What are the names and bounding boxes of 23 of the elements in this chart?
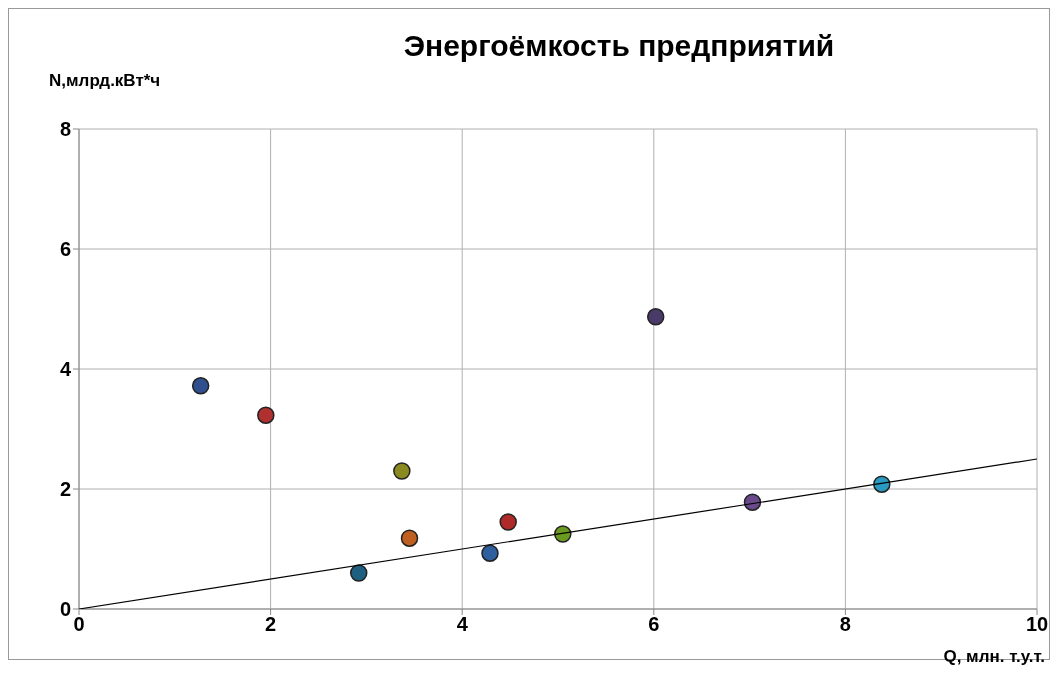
y-tick-label: 2 xyxy=(59,478,71,501)
point xyxy=(349,564,368,582)
x-tick-label: 2 xyxy=(265,613,277,636)
y-tick-label: 4 xyxy=(59,358,72,381)
y-tick-label: 8 xyxy=(59,118,71,141)
x-tick-label: 8 xyxy=(839,613,851,636)
point xyxy=(191,377,210,395)
y-tick-label: 6 xyxy=(59,238,71,261)
x-tick-label: 0 xyxy=(73,613,85,636)
x-tick-label: 6 xyxy=(648,613,660,636)
x-tick-label: 10 xyxy=(1025,613,1049,636)
point xyxy=(499,513,517,531)
point xyxy=(481,544,499,562)
point xyxy=(393,462,411,480)
x-tick-label: 4 xyxy=(456,613,469,636)
point xyxy=(400,529,419,547)
y-tick-label: 0 xyxy=(59,598,71,621)
chart-title: Энергоёмкость предприятий xyxy=(402,29,836,63)
point xyxy=(743,493,762,511)
point xyxy=(646,308,665,326)
x-axis-title: Q, млн. т.у.т. xyxy=(943,647,1045,667)
y-axis-title: N,млрд.кВт*ч xyxy=(49,71,161,91)
point xyxy=(257,406,275,424)
